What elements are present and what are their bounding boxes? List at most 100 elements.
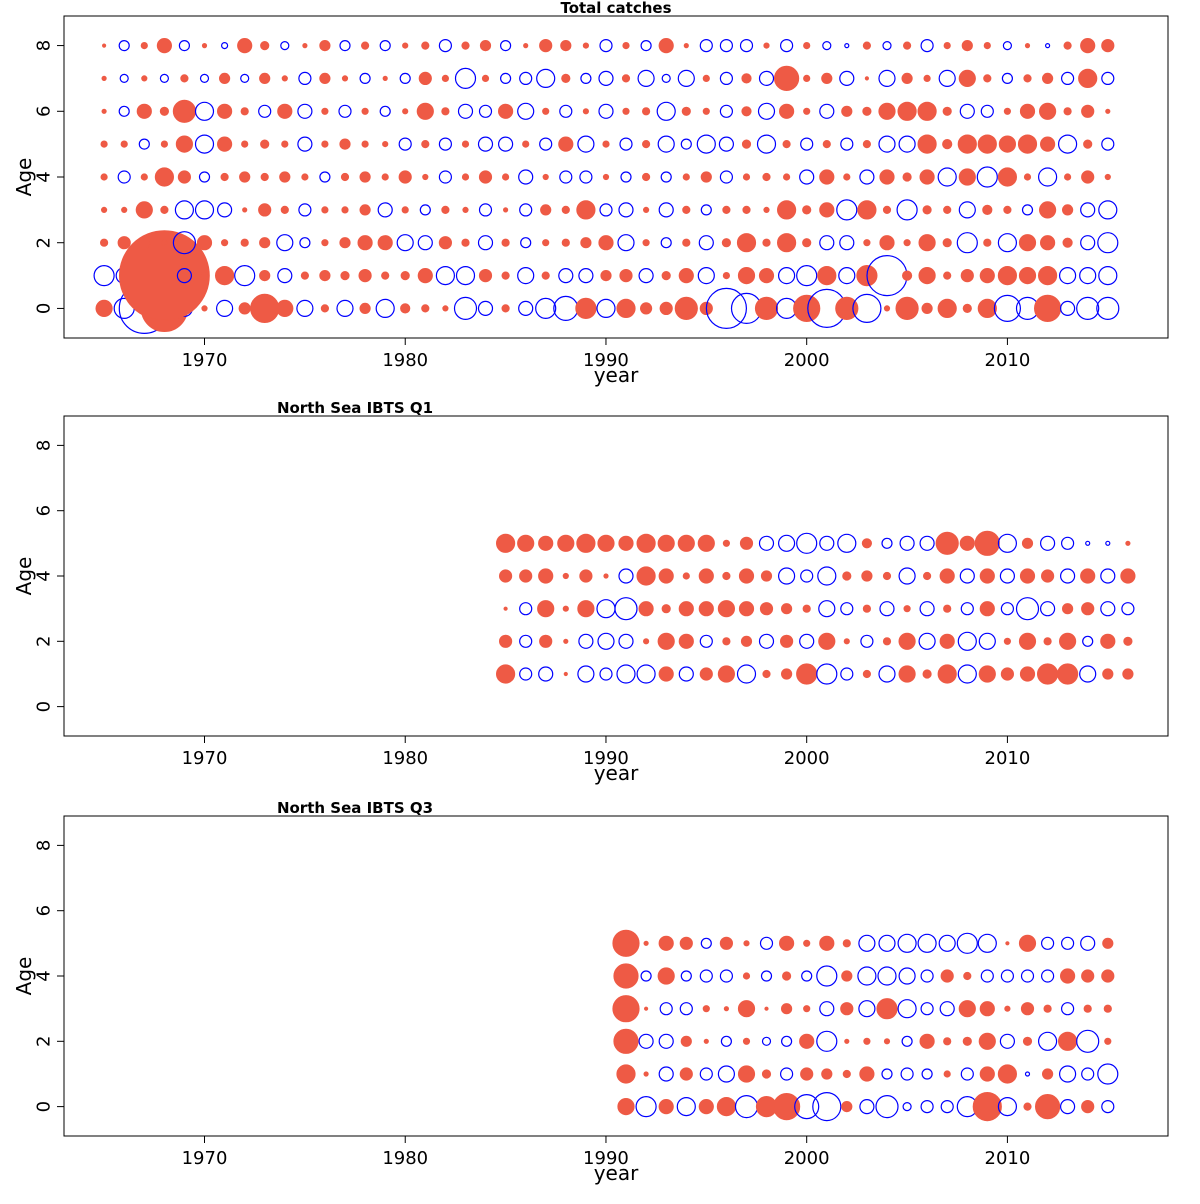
positive-residual-bubble [1120, 568, 1136, 584]
positive-residual-bubble [616, 1064, 636, 1084]
negative-residual-bubble [1098, 200, 1118, 220]
positive-residual-bubble [717, 600, 736, 618]
positive-residual-bubble [943, 1037, 952, 1046]
positive-residual-bubble [840, 1002, 854, 1016]
negative-residual-bubble [658, 1066, 674, 1082]
positive-residual-bubble [1081, 170, 1095, 184]
negative-residual-bubble [299, 237, 311, 249]
negative-residual-bubble [1098, 266, 1118, 286]
positive-residual-bubble [239, 171, 251, 183]
negative-residual-bubble [739, 38, 754, 53]
negative-residual-bubble [478, 203, 493, 217]
positive-residual-bubble [461, 238, 470, 247]
negative-residual-bubble [860, 634, 874, 648]
positive-residual-bubble [582, 42, 590, 49]
positive-residual-bubble [742, 1037, 751, 1045]
positive-residual-bubble [496, 533, 516, 553]
negative-residual-bubble [1101, 1099, 1115, 1114]
positive-residual-bubble [923, 74, 931, 83]
negative-residual-bubble [477, 300, 494, 316]
positive-residual-bubble [1102, 937, 1114, 949]
positive-residual-bubble [135, 201, 153, 219]
negative-residual-bubble [1097, 1063, 1119, 1085]
positive-residual-bubble [622, 107, 630, 115]
negative-residual-bubble [1080, 202, 1096, 218]
positive-residual-bubble [1041, 1068, 1054, 1080]
positive-residual-bubble [763, 42, 770, 49]
negative-residual-bubble [678, 666, 694, 682]
y-tick-label: 0 [34, 701, 55, 712]
negative-residual-bubble [520, 237, 532, 249]
positive-residual-bubble [1003, 637, 1012, 645]
positive-residual-bubble [1081, 1099, 1095, 1114]
negative-residual-bubble [1002, 40, 1013, 51]
negative-residual-bubble [1080, 235, 1096, 251]
positive-residual-bubble [882, 571, 892, 581]
negative-residual-bubble [817, 566, 837, 586]
negative-residual-bubble [882, 40, 892, 51]
positive-residual-bubble [401, 206, 409, 214]
negative-residual-bubble [920, 38, 934, 53]
positive-residual-bubble [818, 632, 836, 650]
positive-residual-bubble [259, 237, 271, 249]
positive-residual-bubble [1104, 173, 1111, 181]
positive-residual-bubble [1004, 1005, 1011, 1012]
negative-residual-bubble [234, 265, 256, 287]
negative-residual-bubble [1059, 1098, 1076, 1115]
negative-residual-bubble [1076, 296, 1100, 320]
negative-residual-bubble [1100, 601, 1116, 617]
positive-residual-bubble [876, 998, 898, 1020]
positive-residual-bubble [922, 571, 932, 581]
positive-residual-bubble [997, 1064, 1018, 1084]
positive-residual-bubble [1000, 667, 1015, 681]
negative-residual-bubble [999, 1033, 1016, 1049]
positive-residual-bubble [737, 267, 756, 285]
positive-residual-bubble [461, 140, 470, 148]
positive-residual-bubble [758, 268, 775, 284]
positive-residual-bubble [260, 40, 270, 51]
positive-residual-bubble [737, 1065, 756, 1083]
positive-residual-bubble [781, 971, 792, 981]
positive-residual-bubble [377, 235, 393, 251]
positive-residual-bubble [1063, 107, 1072, 116]
negative-residual-bubble [836, 199, 858, 221]
negative-residual-bubble [997, 1096, 1018, 1117]
negative-residual-bubble [801, 970, 813, 982]
positive-residual-bubble [963, 971, 972, 981]
negative-residual-bubble [1021, 204, 1034, 216]
negative-residual-bubble [1015, 597, 1040, 621]
positive-residual-bubble [895, 296, 919, 320]
negative-residual-bubble [500, 39, 512, 52]
negative-residual-bubble [816, 1030, 838, 1052]
positive-residual-bubble [802, 604, 811, 613]
positive-residual-bubble [1023, 173, 1032, 181]
positive-residual-bubble [340, 172, 350, 182]
negative-residual-bubble [859, 1098, 875, 1115]
positive-residual-bubble [1081, 969, 1095, 983]
positive-residual-bubble [340, 271, 350, 281]
positive-residual-bubble [1057, 1031, 1078, 1051]
positive-residual-bubble [598, 235, 614, 251]
negative-residual-bubble [719, 170, 734, 184]
positive-residual-bubble [658, 666, 674, 682]
positive-residual-bubble [942, 106, 952, 116]
negative-residual-bubble [938, 69, 956, 88]
negative-residual-bubble [119, 73, 129, 84]
positive-residual-bubble [501, 304, 510, 313]
positive-residual-bubble [1083, 139, 1093, 149]
negative-residual-bubble [1060, 536, 1075, 550]
negative-residual-bubble [699, 969, 713, 983]
positive-residual-bubble [960, 269, 974, 283]
positive-residual-bubble [359, 302, 371, 314]
negative-residual-bubble [896, 199, 918, 221]
positive-residual-bubble [759, 602, 774, 616]
positive-residual-bubble [603, 573, 609, 579]
plot-frame [63, 415, 1169, 737]
negative-residual-bubble [519, 634, 533, 648]
positive-residual-bubble [1080, 37, 1096, 54]
negative-residual-bubble [800, 137, 814, 151]
positive-residual-bubble [358, 269, 372, 283]
positive-residual-bubble [738, 568, 755, 584]
negative-residual-bubble [857, 966, 877, 986]
